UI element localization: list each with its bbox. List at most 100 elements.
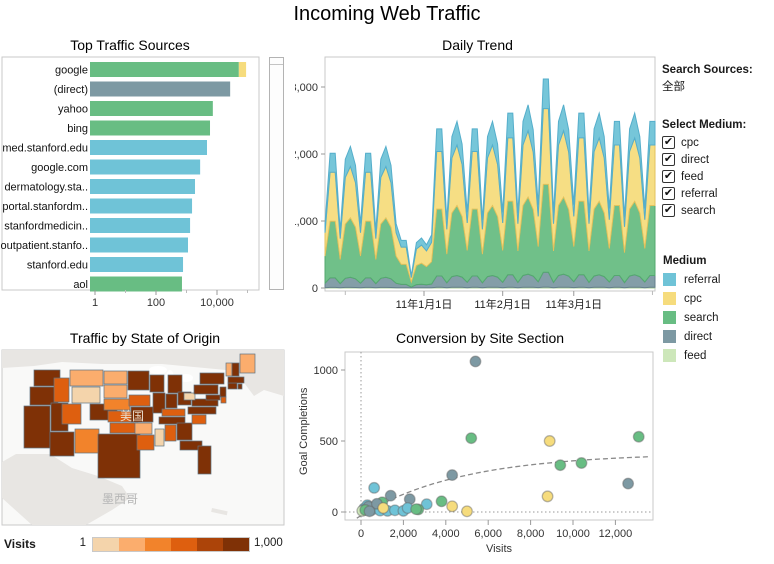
scatter-point-cpc[interactable] [543, 435, 556, 447]
state-DE[interactable] [220, 396, 227, 404]
medium-checkbox-row[interactable]: ✔ search [662, 204, 772, 217]
medium-legend-row[interactable]: referral [663, 273, 773, 286]
medium-checkbox-list: ✔ cpc ✔ direct ✔ feed ✔ referral ✔ search [662, 136, 772, 217]
bar-segment-cpc[interactable] [238, 62, 247, 77]
legend-swatch-icon[interactable] [663, 349, 676, 362]
state-NM[interactable] [74, 428, 100, 454]
scatter-point-search[interactable] [554, 459, 567, 472]
legend-swatch-icon[interactable] [663, 273, 676, 286]
scatter-point-cpc[interactable] [461, 505, 473, 518]
scatter-point-referral[interactable] [368, 481, 381, 494]
bar-chart-scrollbar[interactable] [269, 57, 284, 290]
medium-checkbox-row[interactable]: ✔ feed [662, 170, 772, 183]
area-layer-referral[interactable] [324, 78, 656, 278]
checkbox-icon[interactable]: ✔ [662, 153, 675, 166]
state-ME[interactable] [239, 353, 256, 374]
state-AZ[interactable] [49, 431, 75, 457]
state-KY[interactable] [161, 408, 186, 417]
search-sources-value[interactable]: 全部 [662, 81, 685, 93]
state-LA[interactable] [136, 434, 155, 451]
state-SD[interactable] [103, 384, 128, 399]
state-FL[interactable] [179, 440, 203, 451]
state-MA[interactable] [227, 376, 245, 384]
bar-segment-search[interactable] [90, 62, 239, 77]
state-IL[interactable] [152, 392, 166, 414]
bar-segment-referral[interactable] [90, 140, 207, 155]
bar-segment-referral[interactable] [90, 237, 189, 253]
state-MO[interactable] [130, 406, 154, 423]
bar-segment-referral[interactable] [90, 159, 201, 175]
state-OK[interactable] [109, 422, 139, 434]
legend-swatch-icon[interactable] [663, 292, 676, 305]
scatter-point-direct[interactable] [622, 477, 635, 490]
bar-segment-search[interactable] [90, 276, 182, 292]
visits-color-ramp[interactable] [92, 537, 250, 552]
bar-segment-referral[interactable] [90, 198, 193, 214]
state-VA[interactable] [191, 398, 219, 407]
state-WV[interactable] [183, 392, 196, 401]
scatter-point-search[interactable] [575, 457, 588, 469]
scatter-point-cpc[interactable] [446, 500, 459, 513]
scatter-point-cpc[interactable] [377, 502, 390, 514]
axis-label: 3,000 [295, 82, 318, 94]
state-TN[interactable] [158, 416, 186, 425]
canada-landmass [2, 350, 284, 396]
bar-segment-search[interactable] [90, 101, 213, 116]
state-FL2[interactable] [197, 445, 212, 475]
checkbox-icon[interactable]: ✔ [662, 136, 675, 149]
scatter-point-direct[interactable] [469, 355, 482, 368]
state-MT[interactable] [69, 369, 104, 387]
state-CA[interactable] [23, 405, 51, 449]
legend-swatch-icon[interactable] [663, 311, 676, 324]
scatter-point-direct[interactable] [384, 489, 397, 502]
scatter-point-cpc[interactable] [541, 490, 554, 503]
state-MD[interactable] [205, 394, 221, 401]
state-GA[interactable] [176, 422, 193, 441]
legend-swatch-icon[interactable] [663, 330, 676, 343]
state-TX[interactable] [97, 433, 141, 479]
bar-segment-referral[interactable] [90, 218, 191, 233]
medium-legend-row[interactable]: cpc [663, 292, 773, 305]
state-VT[interactable] [225, 362, 233, 377]
bar-segment-direct[interactable] [90, 81, 231, 97]
bar-segment-referral[interactable] [90, 257, 184, 272]
bar-segment-referral[interactable] [90, 179, 196, 194]
state-NC[interactable] [187, 406, 217, 415]
state-MI[interactable] [167, 374, 183, 394]
medium-checkbox-row[interactable]: ✔ referral [662, 187, 772, 200]
bar-segment-search[interactable] [90, 120, 211, 136]
state-WY[interactable] [71, 386, 101, 404]
scatter-point-direct[interactable] [363, 505, 376, 518]
medium-legend-row[interactable]: search [663, 311, 773, 324]
state-CT[interactable] [227, 382, 238, 390]
state-MS[interactable] [154, 428, 165, 447]
state-ND[interactable] [103, 370, 128, 385]
state-AL[interactable] [164, 424, 177, 442]
scatter-point-search[interactable] [465, 432, 478, 445]
medium-legend-row[interactable]: feed [663, 349, 773, 362]
state-WI[interactable] [149, 374, 165, 393]
scatter-point-direct[interactable] [446, 469, 459, 482]
state-RI[interactable] [237, 383, 243, 390]
state-ID[interactable] [53, 377, 70, 403]
checkbox-icon[interactable]: ✔ [662, 187, 675, 200]
checkbox-icon[interactable]: ✔ [662, 170, 675, 183]
medium-checkbox-row[interactable]: ✔ cpc [662, 136, 772, 149]
state-MN[interactable] [127, 370, 150, 391]
state-PA[interactable] [193, 384, 219, 395]
state-IN[interactable] [165, 393, 178, 409]
state-AR[interactable] [134, 422, 153, 435]
scatter-point-search[interactable] [410, 503, 423, 516]
scatter-point-search[interactable] [632, 430, 645, 443]
state-NH[interactable] [231, 362, 240, 377]
state-NJ[interactable] [219, 386, 227, 398]
medium-legend-row[interactable]: direct [663, 330, 773, 343]
state-SC[interactable] [191, 414, 207, 425]
scatter-point-search[interactable] [435, 495, 448, 508]
checkbox-icon[interactable]: ✔ [662, 204, 675, 217]
state-NY[interactable] [199, 372, 225, 385]
state-UT[interactable] [61, 403, 82, 425]
medium-checkbox-row[interactable]: ✔ direct [662, 153, 772, 166]
scatter-point-referral[interactable] [420, 498, 433, 511]
state-IA[interactable] [128, 394, 151, 407]
